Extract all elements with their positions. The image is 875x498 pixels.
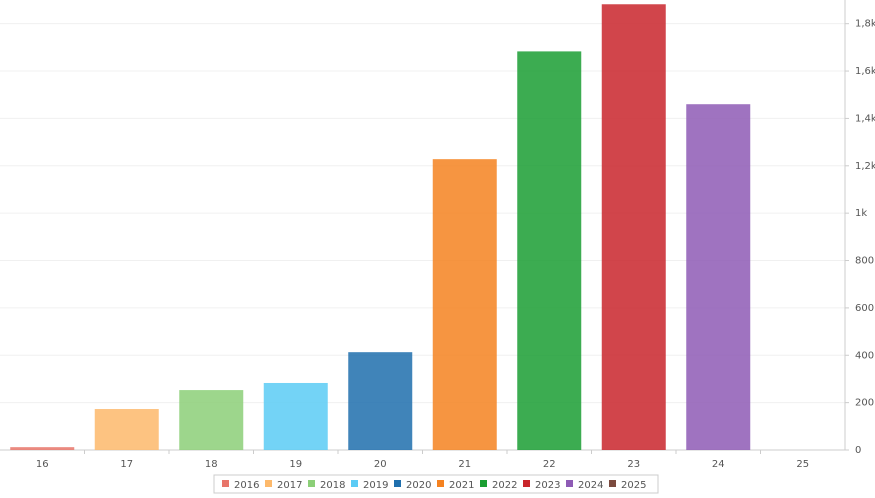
legend-swatch xyxy=(437,480,444,487)
bar xyxy=(517,51,582,450)
bar xyxy=(94,409,159,450)
legend-label: 2024 xyxy=(578,480,603,491)
bar xyxy=(348,352,413,450)
legend-label: 2023 xyxy=(535,480,560,491)
y-tick-label: 1,2k xyxy=(855,161,875,172)
y-tick-label: 800 xyxy=(855,256,874,267)
legend-swatch xyxy=(394,480,401,487)
legend-label: 2016 xyxy=(234,480,259,491)
y-tick-label: 1,8k xyxy=(855,19,875,30)
x-tick-label: 18 xyxy=(205,459,218,470)
legend-label: 2018 xyxy=(320,480,345,491)
x-tick-label: 25 xyxy=(796,459,809,470)
bar xyxy=(601,4,666,451)
y-tick-label: 1,6k xyxy=(855,66,875,77)
x-tick-label: 17 xyxy=(120,459,133,470)
legend-swatch xyxy=(265,480,272,487)
y-tick-label: 1k xyxy=(855,208,867,219)
bar xyxy=(432,159,497,450)
legend-swatch xyxy=(523,480,530,487)
x-tick-label: 16 xyxy=(36,459,49,470)
y-tick-label: 1,4k xyxy=(855,113,875,124)
legend-label: 2021 xyxy=(449,480,474,491)
x-tick-label: 22 xyxy=(543,459,556,470)
legend-box xyxy=(213,474,659,494)
bar xyxy=(10,447,75,450)
y-tick-label: 0 xyxy=(855,445,861,456)
legend-label: 2019 xyxy=(363,480,388,491)
x-tick-label: 20 xyxy=(374,459,387,470)
y-tick-label: 600 xyxy=(855,303,874,314)
legend-label: 2020 xyxy=(406,480,431,491)
legend-label: 2025 xyxy=(621,480,646,491)
legend-swatch xyxy=(480,480,487,487)
legend-label: 2017 xyxy=(277,480,302,491)
x-tick-label: 19 xyxy=(289,459,302,470)
legend-swatch xyxy=(351,480,358,487)
legend-swatch xyxy=(609,480,616,487)
bar xyxy=(179,390,244,450)
bar xyxy=(263,382,328,450)
x-tick-label: 23 xyxy=(627,459,640,470)
bar xyxy=(686,104,751,451)
legend-swatch xyxy=(222,480,229,487)
legend-swatch xyxy=(566,480,573,487)
legend-swatch xyxy=(308,480,315,487)
x-tick-label: 24 xyxy=(712,459,725,470)
legend-label: 2022 xyxy=(492,480,517,491)
x-tick-label: 21 xyxy=(458,459,471,470)
y-tick-label: 200 xyxy=(855,398,874,409)
y-tick-label: 400 xyxy=(855,350,874,361)
